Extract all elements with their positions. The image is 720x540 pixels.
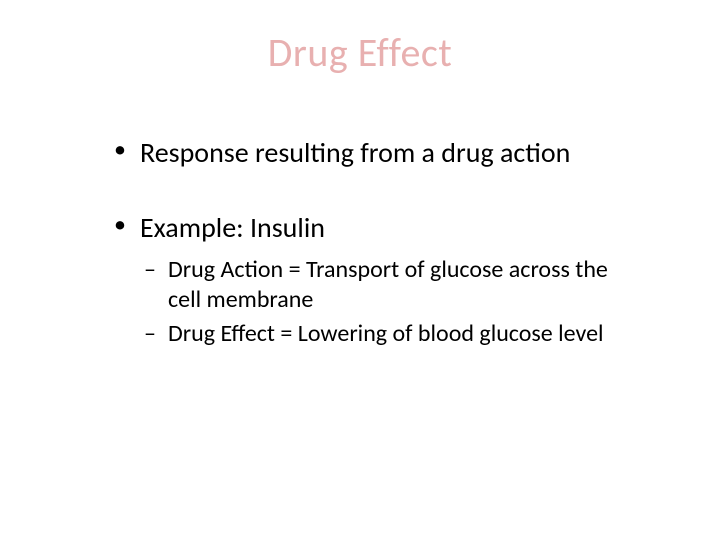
slide: Drug Effect Response resulting from a dr… (0, 0, 720, 540)
sub-bullet-text: Drug Effect = Lowering of blood glucose … (168, 319, 604, 348)
slide-title: Drug Effect (60, 28, 660, 77)
sub-bullet-item: Drug Action = Transport of glucose acros… (140, 255, 630, 315)
bullet-item: Example: Insulin Drug Action = Transport… (110, 210, 630, 349)
bullet-item: Response resulting from a drug action (110, 135, 630, 170)
sub-bullet-item: Drug Effect = Lowering of blood glucose … (140, 319, 630, 349)
bullet-text: Response resulting from a drug action (140, 135, 570, 170)
bullet-list-lvl2: Drug Action = Transport of glucose acros… (140, 255, 630, 349)
bullet-text: Example: Insulin (140, 210, 325, 245)
sub-bullet-text: Drug Action = Transport of glucose acros… (168, 255, 608, 314)
bullet-list-lvl1: Response resulting from a drug action Ex… (110, 135, 630, 349)
slide-body: Response resulting from a drug action Ex… (60, 135, 660, 349)
